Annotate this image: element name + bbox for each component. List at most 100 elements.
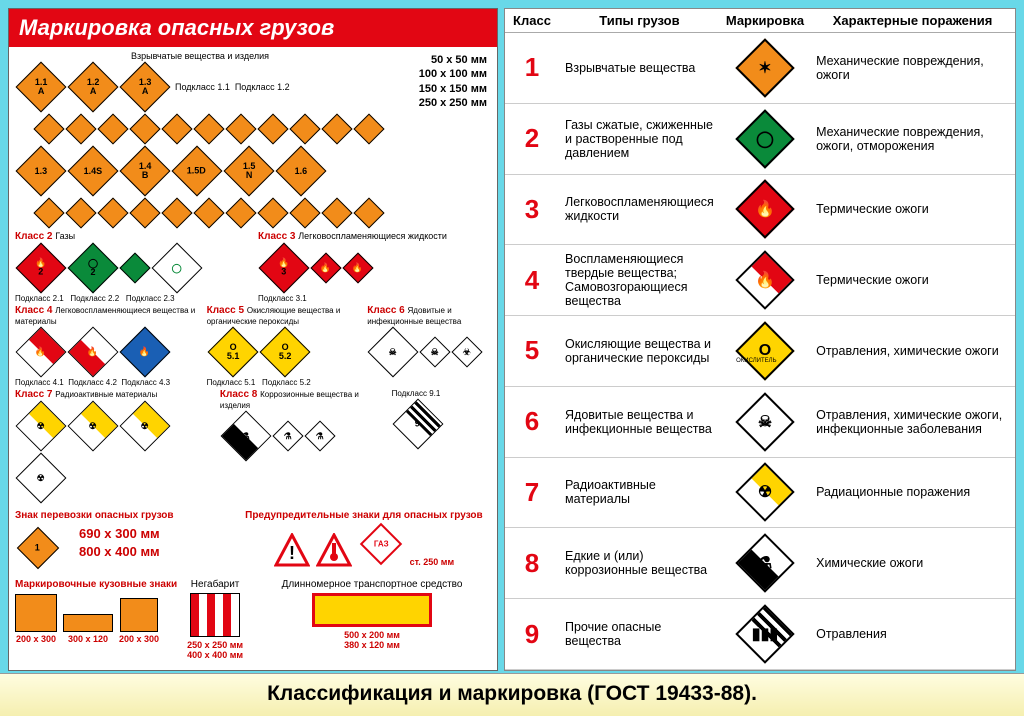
hazard-diamond: ☢ (16, 401, 67, 452)
table-row: 6 Ядовитые вещества и инфекционные вещес… (505, 386, 1015, 457)
class6-row: ☠☠☣ (367, 326, 491, 378)
hazard-diamond: 9 (392, 399, 443, 450)
body-signs-title: Маркировочные кузовные знаки (15, 579, 177, 590)
hazard-diamond: 🔥2 (16, 243, 67, 294)
table-row: 5 Окисляющие вещества и органические пер… (505, 316, 1015, 387)
negabarit-label: Негабарит (187, 579, 243, 590)
transport-size-1: 800 x 400 мм (79, 543, 160, 561)
hazard-diamond (257, 197, 288, 228)
hazard-diamond: 1.4S (68, 146, 119, 197)
hazard-diamond: ☠ (368, 327, 419, 378)
harm-cell: Механические повреждения, ожоги, отморож… (810, 103, 1015, 174)
hazard-diamond (129, 113, 160, 144)
class2-row: 🔥2◯2◯Подкласс 2.1 Подкласс 2.2 Подкласс … (15, 242, 248, 303)
svg-text:!: ! (289, 543, 295, 563)
hazard-diamond-icon: ◯ (735, 109, 794, 168)
class7-label: Класс 7 (15, 389, 55, 400)
body-size-2: 200 x 300 (119, 634, 159, 644)
hazard-diamond: 🔥3 (259, 243, 310, 294)
hazard-diamond (119, 252, 150, 283)
harm-cell: Отравления (810, 599, 1015, 670)
class7-name: Радиоактивные материалы (55, 390, 157, 399)
class3-label: Класс 3 (258, 231, 298, 242)
hazard-diamond (161, 113, 192, 144)
transport-size-0: 690 x 300 мм (79, 525, 160, 543)
transport-diamond: 1 (17, 527, 59, 569)
harm-cell: Термические ожоги (810, 245, 1015, 316)
hazard-diamond: 🔥 (120, 327, 171, 378)
caption-bar: Классификация и маркировка (ГОСТ 19433-8… (0, 673, 1024, 716)
table-row: 4 Воспламеняющиеся твердые вещества; Сам… (505, 245, 1015, 316)
hazard-diamond (65, 113, 96, 144)
class-number: 2 (505, 103, 559, 174)
hazard-diamond: 🔥 (16, 327, 67, 378)
table-header: Характерные поражения (810, 9, 1015, 33)
hazard-diamond-icon: ☠ (735, 392, 794, 451)
class-number: 1 (505, 33, 559, 104)
left-title: Маркировка опасных грузов (9, 9, 497, 47)
class-number: 4 (505, 245, 559, 316)
class8-label: Класс 8 (220, 389, 260, 400)
class-number: 6 (505, 386, 559, 457)
explosives-header: Взрывчатые вещества и изделия (15, 51, 385, 61)
class-number: 9 (505, 599, 559, 670)
class5-label: Класс 5 (207, 305, 247, 316)
hazard-diamond-icon: ✶ (735, 38, 794, 97)
hazard-diamond (97, 197, 128, 228)
hazard-diamond: 1.6 (276, 146, 327, 197)
class4-label: Класс 4 (15, 305, 55, 316)
explosive-row-1: 1.1A1.2A1.3AПодкласс 1.1 Подкласс 1.2 (15, 61, 385, 113)
hazard-diamond: 1.5N (224, 146, 275, 197)
table-row: 8 Едкие и (или) коррозионные вещества ⚗ … (505, 528, 1015, 599)
classification-table: КлассТипы грузовМаркировкаХарактерные по… (505, 9, 1015, 670)
class-number: 7 (505, 457, 559, 528)
left-body: Взрывчатые вещества и изделия 1.1A1.2A1.… (9, 47, 497, 670)
negabarit-size-0: 250 x 250 мм (187, 640, 243, 650)
hazard-diamond (225, 197, 256, 228)
hazard-diamond (257, 113, 288, 144)
explosive-strip-1 (33, 113, 385, 145)
hazard-diamond-icon: ▮▮▮ (735, 604, 794, 663)
table-row: 2 Газы сжатые, сжиженные и растворенные … (505, 103, 1015, 174)
hazard-diamond: ☣ (452, 336, 483, 367)
warning-title: Предупредительные знаки для опасных груз… (237, 510, 491, 521)
cargo-type: Едкие и (или) коррозионные вещества (559, 528, 720, 599)
warning-note: ст. 250 мм (410, 557, 454, 567)
cargo-type: Взрывчатые вещества (559, 33, 720, 104)
marking-cell: 🔥 (720, 245, 810, 316)
class9-sub: Подкласс 9.1 (392, 389, 491, 398)
hazard-diamond-icon: ☢ (735, 463, 794, 522)
marking-cell: ☢ (720, 457, 810, 528)
marking-cell: ▮▮▮ (720, 599, 810, 670)
harm-cell: Химические ожоги (810, 528, 1015, 599)
hazard-diamond: ◯2 (68, 243, 119, 294)
hazard-diamond: 1.3 (16, 146, 67, 197)
cargo-type: Легковоспламеняющиеся жидкости (559, 174, 720, 245)
body-size-0: 200 x 300 (15, 634, 57, 644)
hazard-diamond (289, 113, 320, 144)
table-header: Типы грузов (559, 9, 720, 33)
hazard-diamond: 1.1A (16, 62, 67, 113)
hazard-diamond: O5.1 (207, 327, 258, 378)
long-rect (312, 593, 432, 627)
body-rect-0 (15, 594, 57, 632)
hazard-diamond: O5.2 (259, 327, 310, 378)
explosive-row-2: 1.31.4S1.4B1.5D1.5N1.6 (15, 145, 385, 197)
marking-cell: ✶ (720, 33, 810, 104)
harm-cell: Радиационные поражения (810, 457, 1015, 528)
hazard-diamond: ☢ (16, 453, 67, 504)
long-size-1: 380 x 120 мм (253, 640, 491, 650)
class3-row: 🔥3🔥🔥Подкласс 3.1 (258, 242, 491, 303)
class8-row: ⚗⚗⚗ (220, 410, 386, 462)
hazard-diamond: 🔥 (342, 252, 373, 283)
class9-row: 9 (392, 398, 491, 450)
hazard-diamond (33, 113, 64, 144)
class2-label: Класс 2 (15, 231, 55, 242)
size-list: 50 х 50 мм100 х 100 мм150 х 150 мм250 х … (419, 51, 491, 229)
left-panel: Маркировка опасных грузов Взрывчатые вещ… (8, 8, 498, 671)
negabarit-size-1: 400 x 400 мм (187, 650, 243, 660)
harm-cell: Отравления, химические ожоги (810, 316, 1015, 387)
table-header: Класс (505, 9, 559, 33)
marking-cell: 🔥 (720, 174, 810, 245)
marking-cell: ☠ (720, 386, 810, 457)
